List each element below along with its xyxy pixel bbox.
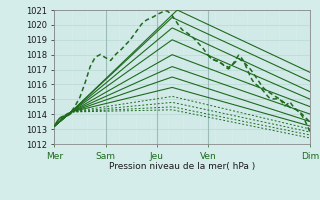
X-axis label: Pression niveau de la mer( hPa ): Pression niveau de la mer( hPa ): [109, 162, 256, 171]
